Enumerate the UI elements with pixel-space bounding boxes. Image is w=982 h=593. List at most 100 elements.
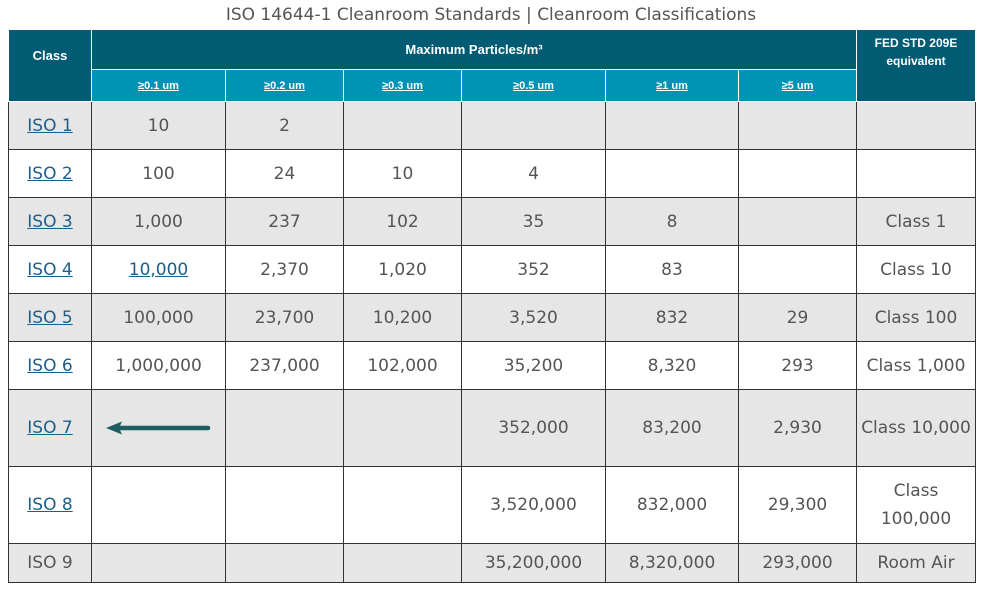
size-header-0-2um: ≥0.2 um — [225, 69, 344, 102]
size-header-0-1um: ≥0.1 um — [91, 69, 226, 102]
value-cell: 293 — [738, 341, 857, 390]
value-cell: 29,300 — [738, 466, 857, 544]
value-cell — [91, 543, 226, 583]
size-header-0-3um: ≥0.3 um — [343, 69, 462, 102]
fed-cell — [856, 149, 976, 198]
iso-6-link[interactable]: ISO 6 — [27, 355, 73, 376]
class-cell[interactable]: ISO 4 — [8, 245, 92, 294]
value-cell: 100 — [91, 149, 226, 198]
class-cell[interactable]: ISO 7 — [8, 389, 92, 467]
value-cell — [605, 101, 739, 150]
fed-cell: Class 100,000 — [856, 466, 976, 544]
value-cell — [343, 466, 462, 544]
table-row: ISO 5 100,000 23,700 10,200 3,520 832 29… — [8, 293, 976, 342]
fed-cell: Class 1 — [856, 197, 976, 246]
value-cell: 1,020 — [343, 245, 462, 294]
value-cell: 832,000 — [605, 466, 739, 544]
value-cell: 23,700 — [225, 293, 344, 342]
value-cell: 3,520 — [461, 293, 606, 342]
arrow-cell — [91, 389, 226, 467]
value-cell — [225, 389, 344, 467]
value-cell — [605, 149, 739, 198]
value-cell: 24 — [225, 149, 344, 198]
iso-3-link[interactable]: ISO 3 — [27, 211, 73, 232]
class-cell[interactable]: ISO 2 — [8, 149, 92, 198]
value-cell — [225, 466, 344, 544]
value-cell — [738, 101, 857, 150]
fed-cell: Class 1,000 — [856, 341, 976, 390]
table-row: ISO 6 1,000,000 237,000 102,000 35,200 8… — [8, 341, 976, 390]
value-cell: 293,000 — [738, 543, 857, 583]
value-cell: 1,000 — [91, 197, 226, 246]
arrow-left-icon — [105, 421, 210, 435]
value-cell: 102 — [343, 197, 462, 246]
value-cell: 102,000 — [343, 341, 462, 390]
iso-2-link[interactable]: ISO 2 — [27, 163, 73, 184]
table-caption: ISO 14644-1 Cleanroom Standards | Cleanr… — [225, 5, 757, 25]
value-cell: 3,520,000 — [461, 466, 606, 544]
value-cell: 35,200,000 — [461, 543, 606, 583]
value-cell — [461, 101, 606, 150]
class-cell[interactable]: ISO 6 — [8, 341, 92, 390]
value-cell: 35,200 — [461, 341, 606, 390]
value-cell — [738, 197, 857, 246]
iso-4-link[interactable]: ISO 4 — [27, 259, 73, 280]
class-cell: ISO 9 — [8, 543, 92, 583]
iso-1-link[interactable]: ISO 1 — [27, 115, 73, 136]
value-cell: 2,930 — [738, 389, 857, 467]
value-cell: 1,000,000 — [91, 341, 226, 390]
fed-cell: Class 10,000 — [856, 389, 976, 467]
table-row: ISO 7 352,000 83,200 2,930 Class 10,000 — [8, 389, 976, 467]
value-cell: 4 — [461, 149, 606, 198]
size-header-1um: ≥1 um — [605, 69, 739, 102]
value-cell — [225, 543, 344, 583]
iso-8-link[interactable]: ISO 8 — [27, 495, 73, 515]
value-cell: 8,320,000 — [605, 543, 739, 583]
value-cell: 10 — [91, 101, 226, 150]
value-cell: 832 — [605, 293, 739, 342]
value-cell: 2 — [225, 101, 344, 150]
value-cell — [343, 543, 462, 583]
value-cell: 35 — [461, 197, 606, 246]
value-cell: 29 — [738, 293, 857, 342]
max-particles-header: Maximum Particles/m³ — [91, 29, 857, 70]
fed-cell: Class 100 — [856, 293, 976, 342]
value-cell[interactable]: 10,000 — [91, 245, 226, 294]
value-cell: 237,000 — [225, 341, 344, 390]
fed-cell: Class 10 — [856, 245, 976, 294]
value-cell: 8 — [605, 197, 739, 246]
table-row: ISO 1 10 2 — [8, 101, 976, 150]
value-cell — [91, 466, 226, 544]
value-cell: 352,000 — [461, 389, 606, 467]
class-cell[interactable]: ISO 8 — [8, 466, 92, 544]
value-cell — [343, 389, 462, 467]
size-header-0-5um: ≥0.5 um — [461, 69, 606, 102]
value-cell: 83 — [605, 245, 739, 294]
value-cell: 10 — [343, 149, 462, 198]
iso-7-link[interactable]: ISO 7 — [27, 418, 73, 438]
value-cell — [738, 149, 857, 198]
table-row: ISO 9 35,200,000 8,320,000 293,000 Room … — [8, 543, 976, 583]
class-column-header: Class — [8, 29, 92, 102]
table-row: ISO 2 100 24 10 4 — [8, 149, 976, 198]
table-row: ISO 8 3,520,000 832,000 29,300 Class 100… — [8, 466, 976, 544]
value-cell: 100,000 — [91, 293, 226, 342]
table-row: ISO 4 10,000 2,370 1,020 352 83 Class 10 — [8, 245, 976, 294]
value-cell: 352 — [461, 245, 606, 294]
value-cell: 83,200 — [605, 389, 739, 467]
fed-std-header: FED STD 209E equivalent — [856, 29, 976, 102]
iso-5-link[interactable]: ISO 5 — [27, 307, 73, 328]
value-cell: 8,320 — [605, 341, 739, 390]
iso-4-value-link[interactable]: 10,000 — [128, 259, 189, 280]
fed-cell — [856, 101, 976, 150]
size-header-5um: ≥5 um — [738, 69, 857, 102]
class-cell[interactable]: ISO 3 — [8, 197, 92, 246]
class-cell[interactable]: ISO 5 — [8, 293, 92, 342]
table-row: ISO 3 1,000 237 102 35 8 Class 1 — [8, 197, 976, 246]
cleanroom-classification-table: Class Maximum Particles/m³ FED STD 209E … — [8, 29, 976, 583]
value-cell — [343, 101, 462, 150]
value-cell: 10,200 — [343, 293, 462, 342]
value-cell — [738, 245, 857, 294]
class-cell[interactable]: ISO 1 — [8, 101, 92, 150]
fed-cell: Room Air — [856, 543, 976, 583]
